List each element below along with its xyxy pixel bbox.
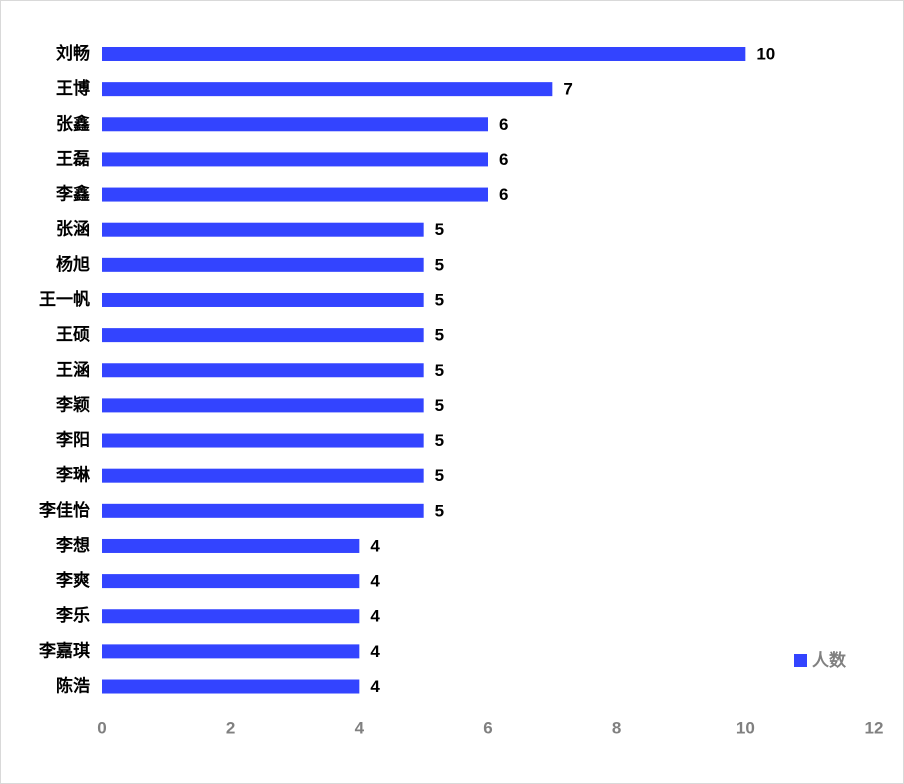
bar <box>102 538 360 553</box>
bar <box>102 257 424 272</box>
category-label: 李嘉琪 <box>39 640 90 661</box>
bar <box>102 679 360 694</box>
bar <box>102 644 360 659</box>
bar <box>102 503 424 518</box>
data-label: 5 <box>435 501 444 520</box>
data-label: 6 <box>499 150 508 169</box>
category-label: 王博 <box>56 78 90 99</box>
category-labels-group: 刘畅王博张鑫王磊李鑫张涵杨旭王一帆王硕王涵李颖李阳李琳李佳怡李想李爽李乐李嘉琪陈… <box>39 43 91 697</box>
x-tick-labels-group: 0 2 4 6 8 10 12 <box>97 719 883 738</box>
data-label: 5 <box>435 396 444 415</box>
data-label: 6 <box>499 185 508 204</box>
value-labels-group: 10 7 6 6 6 5 5 5 5 5 5 5 5 5 4 4 4 4 4 <box>370 45 775 697</box>
x-tick-label: 2 <box>226 719 235 738</box>
data-label: 5 <box>435 255 444 274</box>
category-label: 李爽 <box>56 570 90 591</box>
bar <box>102 47 746 61</box>
legend-label: 人数 <box>812 650 847 671</box>
category-label: 王一帆 <box>39 289 90 310</box>
x-tick-label: 12 <box>865 719 884 738</box>
data-label: 4 <box>370 536 380 555</box>
x-tick-label: 10 <box>736 719 755 738</box>
category-label: 王硕 <box>56 325 90 345</box>
bar <box>102 609 360 624</box>
legend: 人数 <box>794 650 847 671</box>
bar <box>102 187 488 202</box>
category-label: 王涵 <box>56 359 90 380</box>
data-label: 6 <box>499 115 508 134</box>
data-label: 5 <box>435 220 444 239</box>
bar <box>102 222 424 237</box>
category-label: 李佳怡 <box>39 500 90 521</box>
bar <box>102 328 424 343</box>
data-label: 5 <box>435 290 444 309</box>
legend-swatch <box>794 654 807 667</box>
data-label: 7 <box>563 80 572 99</box>
category-label: 李琳 <box>56 465 91 486</box>
data-label: 4 <box>370 607 380 626</box>
data-label: 5 <box>435 326 444 345</box>
data-label: 4 <box>370 642 380 661</box>
data-label: 5 <box>435 466 444 485</box>
category-label: 陈浩 <box>56 676 90 697</box>
x-tick-label: 8 <box>612 719 621 738</box>
category-label: 张鑫 <box>56 113 90 134</box>
category-label: 李阳 <box>56 430 90 451</box>
category-label: 刘畅 <box>56 43 90 64</box>
category-label: 李乐 <box>56 605 90 626</box>
data-label: 5 <box>435 431 444 450</box>
x-tick-label: 4 <box>355 719 365 738</box>
bar <box>102 574 360 589</box>
data-label: 4 <box>370 572 380 591</box>
bar <box>102 292 424 307</box>
bar <box>102 152 488 167</box>
data-label: 4 <box>370 677 380 696</box>
bar <box>102 398 424 413</box>
x-tick-label: 0 <box>97 719 106 738</box>
category-label: 李鑫 <box>56 184 90 205</box>
category-label: 李想 <box>56 535 90 556</box>
category-label: 王磊 <box>56 149 90 169</box>
bar <box>102 117 488 132</box>
bar <box>102 363 424 378</box>
bars-group <box>102 47 746 694</box>
bar <box>102 468 424 483</box>
data-label: 10 <box>756 45 775 64</box>
x-tick-label: 6 <box>483 719 492 738</box>
bar <box>102 433 424 448</box>
category-label: 李颖 <box>56 394 90 415</box>
category-label: 杨旭 <box>56 254 90 275</box>
bar <box>102 82 553 97</box>
category-label: 张涵 <box>56 219 90 240</box>
data-label: 5 <box>435 361 444 380</box>
